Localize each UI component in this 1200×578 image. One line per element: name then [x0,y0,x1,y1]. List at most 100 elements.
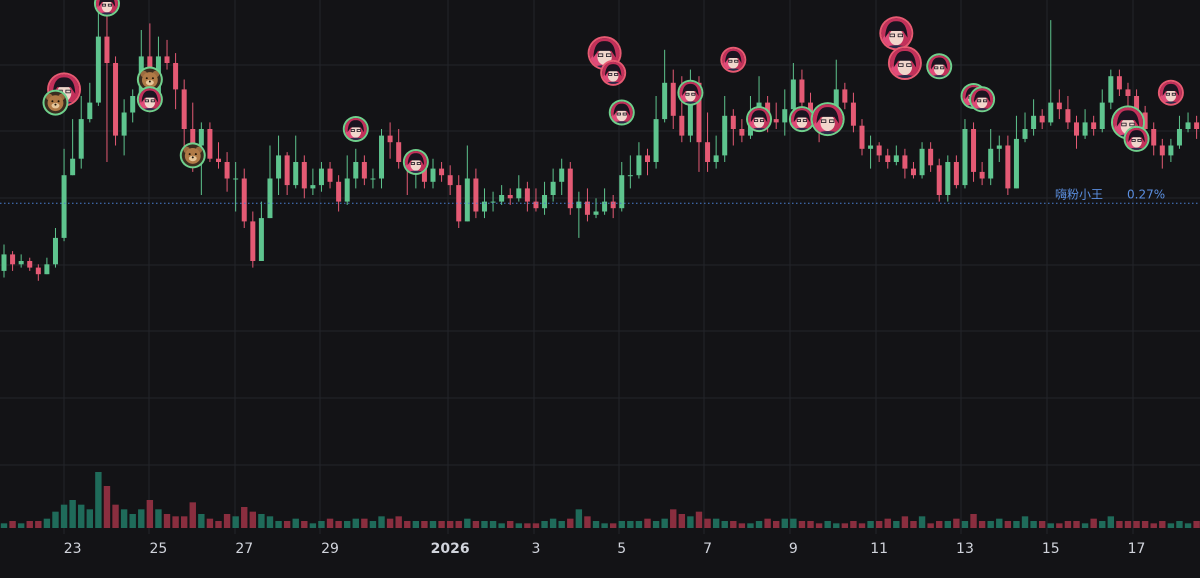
volume-bar [1038,521,1046,528]
anime-avatar-icon [971,88,994,111]
candle-body [971,129,977,172]
volume-bar [86,509,93,528]
x-tick-label: 15 [1042,541,1060,557]
candle-body [1039,115,1045,123]
candle-body [516,188,522,199]
volume-bar [198,514,205,528]
volume-bar [103,486,111,528]
anime-avatar-icon [138,88,161,111]
volume-bar [996,518,1003,528]
trade-marker [179,142,206,169]
candle-body [996,145,1002,149]
volume-bar [901,516,909,528]
x-tick-label: 27 [235,541,253,557]
volume-bar [953,518,960,528]
trade-marker [720,46,747,73]
volume-bar [301,521,308,528]
candle-body [722,115,728,156]
volume-bar [26,521,33,528]
volume-bar [1064,521,1072,528]
anime-avatar-icon [404,151,427,173]
volume-bar [652,521,660,528]
volume-bar [163,514,171,528]
candle-body [953,162,959,186]
volume-bar [764,518,771,528]
candle-body [439,168,445,176]
anime-avatar-icon [589,38,620,69]
candle-body [696,82,702,143]
volume-bar [395,516,402,528]
volume-bar [1167,523,1175,528]
trade-marker [587,36,622,71]
trade-marker [342,116,369,142]
candle-body [464,178,470,222]
volume-bar [755,521,763,528]
candle-body [267,178,273,219]
candle-body [576,201,582,209]
candle-body [705,142,711,162]
bear-icon [140,70,160,88]
candle-body [979,171,985,179]
candle-body [1091,122,1097,129]
candle-body [130,96,136,113]
anime-avatar-icon [610,101,633,124]
candle-body [293,162,299,186]
anime-avatar-icon [889,48,920,78]
candle-body [550,181,556,195]
candle-body [1065,109,1071,123]
volume-bar [1090,518,1097,528]
volume-bar [326,518,334,528]
candle-body [1168,145,1174,156]
volume-bar [549,518,557,528]
volume-bar [455,521,462,528]
candle-body [524,188,530,202]
volume-bar [721,521,728,528]
volume-bar [1124,521,1132,528]
candle-body [842,89,848,103]
volume-bar [695,511,703,528]
volume-bar [489,521,497,528]
volume-bar [730,521,737,528]
price-line-layer: 嗨粉小王 0.27% [0,187,1200,204]
candle-body [902,155,908,169]
x-tick-label: 5 [617,541,626,557]
trade-marker [1123,125,1150,152]
volume-bar [232,516,239,528]
candle-body [499,195,505,202]
trade-marker [402,149,429,175]
candle-body [241,178,247,222]
volume-bar [575,509,583,528]
x-tick-label: 17 [1128,541,1146,557]
anime-avatar-icon [881,18,912,49]
candle-body [542,195,548,209]
candle-body [1005,145,1011,189]
x-tick-label: 2026 [431,541,470,557]
volume-bar [867,521,874,528]
candle-body [473,178,479,212]
candle-body [284,155,290,186]
candle-body [70,158,76,176]
x-tick-label: 23 [64,541,82,557]
volume-bar [567,518,574,528]
candle-body [78,119,84,159]
volume-bar [609,523,617,528]
volume-bar [850,521,857,528]
candle-body [276,155,282,179]
candle-body [95,36,101,103]
anime-avatar-icon [812,104,843,135]
candle-body [1116,76,1122,90]
volume-bar [712,518,720,528]
volume-bar [318,521,325,528]
volume-bar [129,514,136,528]
volume-bar [292,518,299,528]
volume-bar [0,523,8,528]
candle-body [936,165,942,195]
candle-body [593,211,599,215]
trade-marker [746,106,773,133]
volume-bar [266,516,274,528]
x-tick-label: 25 [150,541,168,557]
volume-bar [78,504,85,528]
candle-body [559,168,565,182]
